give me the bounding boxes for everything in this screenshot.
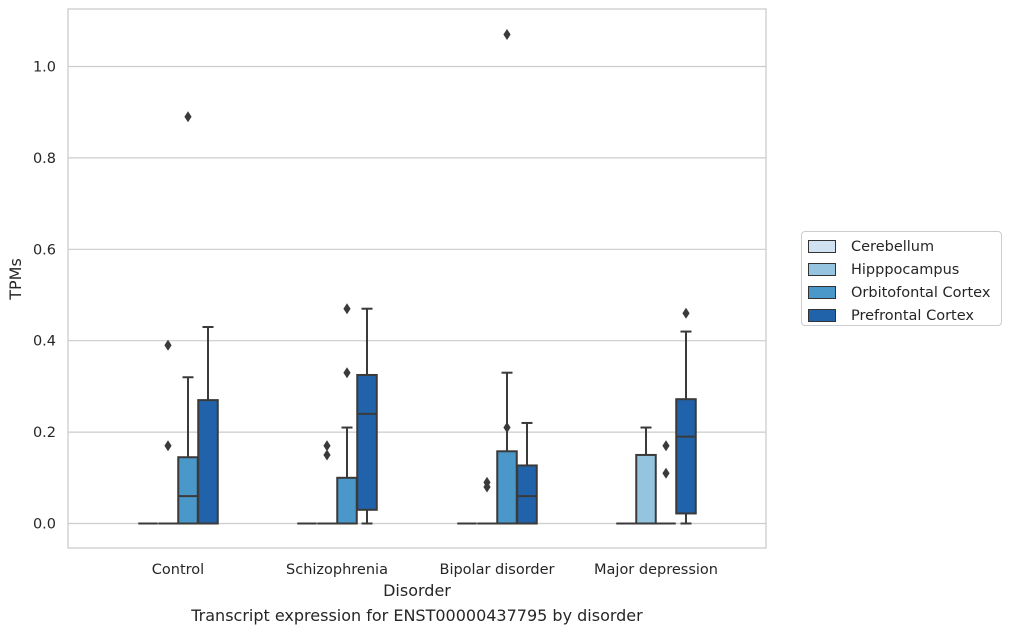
y-tick-label: 0.8 [33, 151, 56, 167]
legend-label: Hipppocampus [851, 261, 960, 278]
y-tick-label: 0.0 [33, 517, 56, 533]
y-tick-label: 0.6 [33, 242, 56, 258]
y-tick-label: 0.2 [33, 425, 56, 441]
legend-swatch [808, 286, 836, 299]
legend-item-cerebellum: Cerebellum [808, 235, 1001, 258]
box-1-2 [477, 476, 497, 525]
box-body [516, 464, 538, 525]
legend-label: Prefrontal Cortex [851, 307, 974, 324]
x-tick-label: Major depression [594, 562, 718, 578]
legend-swatch [808, 240, 836, 253]
outlier-point [503, 422, 511, 434]
box-1-3 [635, 426, 657, 525]
legend-label: Orbitofontal Cortex [851, 284, 991, 301]
box-2-2 [496, 29, 518, 525]
x-tick-label: Schizophrenia [286, 562, 388, 578]
outlier-point [662, 440, 670, 452]
box-2-3 [656, 440, 676, 525]
box-body [356, 373, 378, 511]
legend-label: Cerebellum [851, 238, 935, 255]
box-2-1 [336, 303, 358, 525]
legend-swatch [808, 263, 836, 276]
outlier-point [164, 339, 172, 351]
plot-area-frame [67, 8, 767, 549]
box-body [675, 398, 697, 515]
box-1-1 [317, 440, 337, 525]
y-tick-label: 0.4 [33, 334, 56, 350]
axes: 0.0 0.2 0.4 0.6 0.8 1.0 Control Schizophrenia Bi… [33, 60, 718, 579]
box-plots [138, 29, 697, 525]
y-tick-label: 1.0 [33, 60, 56, 76]
outlier-point [483, 481, 491, 493]
box-body [177, 456, 199, 525]
box-3-2 [516, 421, 538, 525]
box-body [635, 453, 657, 525]
legend-item-orbitofrontal-cortex: Orbitofontal Cortex [808, 281, 1001, 304]
outlier-point [503, 29, 511, 41]
box-body [197, 399, 219, 525]
outlier-point [343, 303, 351, 315]
chart-caption: Transcript expression for ENST0000043779… [191, 606, 643, 625]
box-3-3 [675, 307, 697, 525]
box-3-1 [356, 307, 378, 525]
legend-swatch [808, 309, 836, 322]
outlier-point [343, 367, 351, 379]
legend-item-prefrontal-cortex: Prefrontal Cortex [808, 304, 1001, 327]
y-gridlines [68, 65, 766, 525]
box-body [496, 450, 518, 525]
legend: Cerebellum Hipppocampus Orbitofontal Cor… [801, 231, 1002, 326]
box-1-0 [158, 339, 178, 525]
x-axis-label: Disorder [383, 581, 451, 600]
outlier-point [662, 467, 670, 479]
outlier-point [323, 449, 331, 461]
legend-item-hippocampus: Hipppocampus [808, 258, 1001, 281]
box-3-0 [197, 325, 219, 525]
x-tick-label: Bipolar disorder [440, 562, 555, 578]
outlier-point [164, 440, 172, 452]
outlier-point [184, 111, 192, 123]
box-2-0 [177, 111, 199, 525]
x-tick-label: Control [152, 562, 204, 578]
y-axis-label: TPMs [6, 258, 25, 301]
outlier-point [323, 440, 331, 452]
outlier-point [682, 307, 690, 319]
box-body [336, 476, 358, 525]
